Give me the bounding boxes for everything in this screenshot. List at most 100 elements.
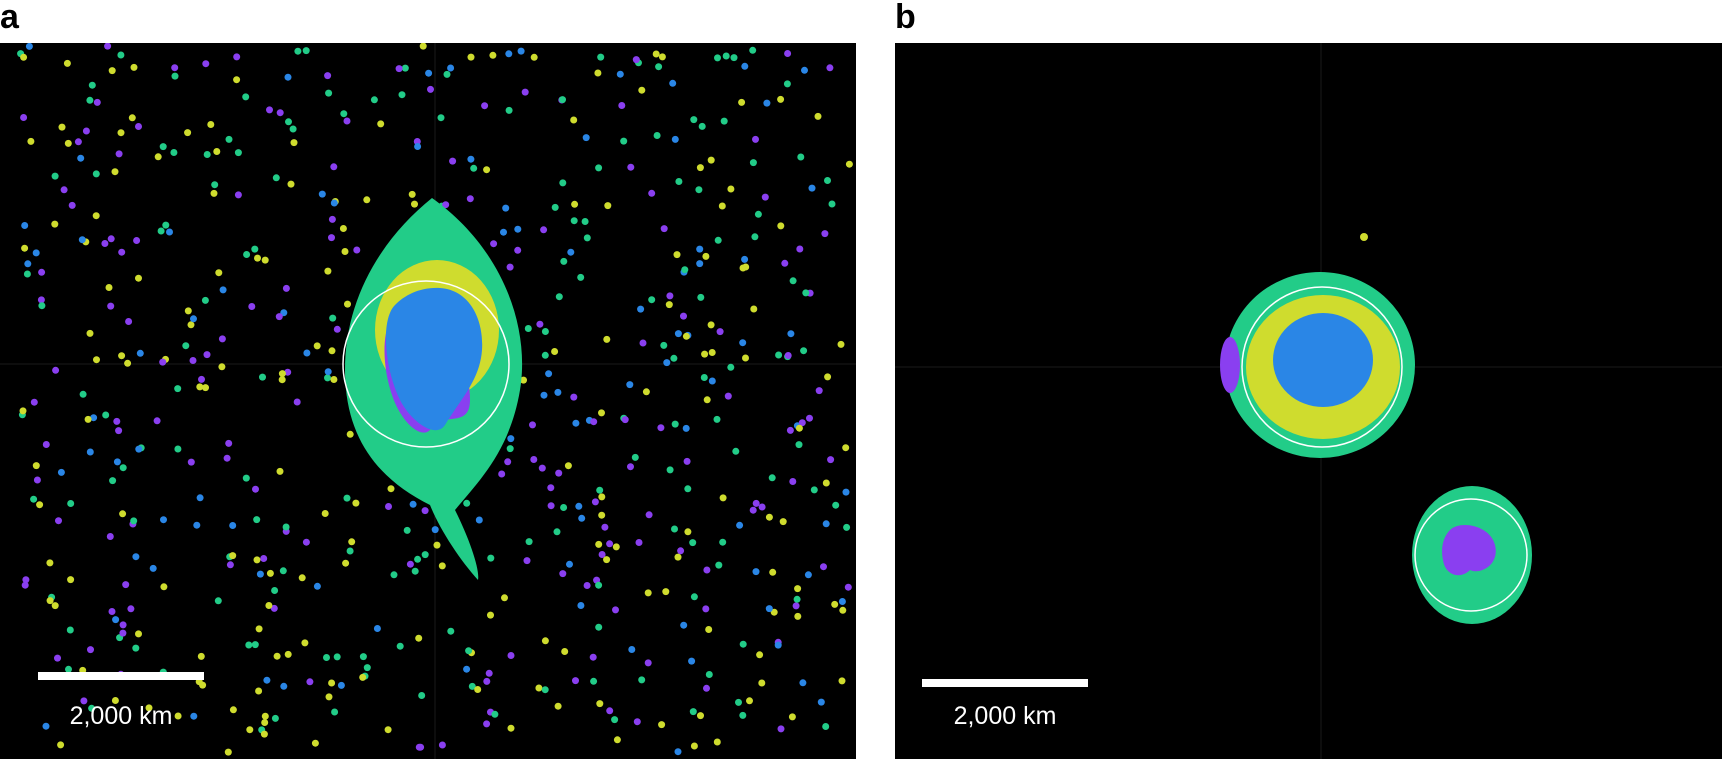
particle bbox=[739, 711, 747, 719]
particle bbox=[225, 439, 233, 447]
particle bbox=[736, 521, 744, 529]
particle bbox=[133, 237, 141, 244]
particle bbox=[814, 112, 822, 120]
particle bbox=[51, 220, 59, 228]
particle bbox=[409, 500, 417, 508]
particle bbox=[463, 665, 471, 673]
particle bbox=[46, 559, 54, 567]
particle bbox=[266, 569, 274, 577]
particle bbox=[390, 571, 398, 579]
particle bbox=[598, 551, 606, 558]
particle bbox=[124, 359, 132, 367]
particle bbox=[613, 736, 621, 744]
particle bbox=[490, 240, 498, 248]
particle bbox=[777, 95, 785, 103]
particle bbox=[363, 664, 371, 672]
particle bbox=[302, 538, 310, 546]
particle bbox=[727, 363, 735, 371]
particle bbox=[38, 302, 46, 310]
particle bbox=[396, 642, 404, 650]
particle bbox=[739, 640, 747, 648]
particle bbox=[254, 254, 261, 262]
particle bbox=[23, 270, 31, 278]
particle bbox=[682, 332, 690, 340]
particle bbox=[595, 540, 603, 548]
particle bbox=[779, 518, 787, 526]
particle bbox=[637, 305, 645, 313]
particle bbox=[272, 174, 280, 182]
particle bbox=[505, 50, 513, 58]
particle bbox=[783, 80, 791, 88]
particle bbox=[761, 193, 769, 201]
particle bbox=[184, 307, 192, 315]
particle bbox=[273, 652, 281, 660]
particle bbox=[64, 139, 72, 147]
particle bbox=[234, 149, 242, 157]
particle bbox=[680, 312, 687, 320]
scale-bar bbox=[922, 679, 1088, 687]
particle bbox=[797, 153, 805, 161]
particle bbox=[793, 595, 801, 603]
particle bbox=[86, 448, 94, 456]
particle bbox=[724, 392, 732, 400]
particle bbox=[324, 368, 332, 376]
particle bbox=[411, 200, 418, 208]
particle bbox=[261, 256, 269, 264]
particle bbox=[620, 137, 628, 145]
particle bbox=[714, 236, 722, 244]
scale-bar-label: 2,000 km bbox=[70, 702, 173, 730]
particle bbox=[697, 293, 705, 301]
particle bbox=[90, 414, 98, 422]
particle bbox=[604, 202, 612, 210]
particle bbox=[626, 381, 634, 389]
particle bbox=[306, 678, 314, 686]
particle bbox=[524, 325, 532, 332]
particle bbox=[229, 706, 237, 714]
particle bbox=[118, 248, 126, 256]
particle bbox=[119, 464, 127, 472]
particle bbox=[570, 217, 578, 225]
particle bbox=[682, 424, 690, 432]
particle bbox=[631, 453, 639, 461]
particle bbox=[214, 597, 222, 605]
particle bbox=[363, 196, 371, 204]
particle bbox=[108, 67, 116, 75]
particle bbox=[370, 96, 378, 104]
particle bbox=[485, 669, 493, 677]
particle bbox=[215, 269, 223, 277]
particle bbox=[689, 539, 697, 547]
particle bbox=[553, 528, 561, 536]
particle bbox=[260, 555, 268, 562]
particle bbox=[438, 562, 446, 570]
particle bbox=[218, 335, 226, 343]
particle bbox=[135, 630, 142, 638]
particle bbox=[507, 724, 515, 732]
particle bbox=[337, 681, 345, 689]
particle bbox=[735, 698, 742, 706]
particle bbox=[749, 46, 757, 54]
particle bbox=[642, 388, 650, 396]
particle bbox=[750, 305, 758, 313]
particle bbox=[284, 73, 292, 81]
body-core bbox=[385, 287, 483, 431]
particle bbox=[535, 684, 543, 692]
particle bbox=[339, 225, 347, 232]
particle bbox=[21, 581, 29, 589]
particle bbox=[575, 502, 583, 510]
particle bbox=[395, 65, 403, 73]
particle bbox=[438, 741, 446, 749]
particle bbox=[751, 233, 759, 241]
particle bbox=[674, 748, 682, 756]
particle bbox=[810, 486, 818, 494]
particle bbox=[792, 602, 800, 610]
particle bbox=[716, 328, 724, 336]
particle bbox=[203, 151, 211, 158]
particle bbox=[149, 564, 157, 572]
particle bbox=[749, 159, 757, 167]
particle bbox=[590, 418, 598, 426]
particle bbox=[487, 554, 495, 562]
particle bbox=[705, 626, 713, 633]
particle bbox=[794, 612, 802, 620]
particle bbox=[702, 252, 710, 260]
